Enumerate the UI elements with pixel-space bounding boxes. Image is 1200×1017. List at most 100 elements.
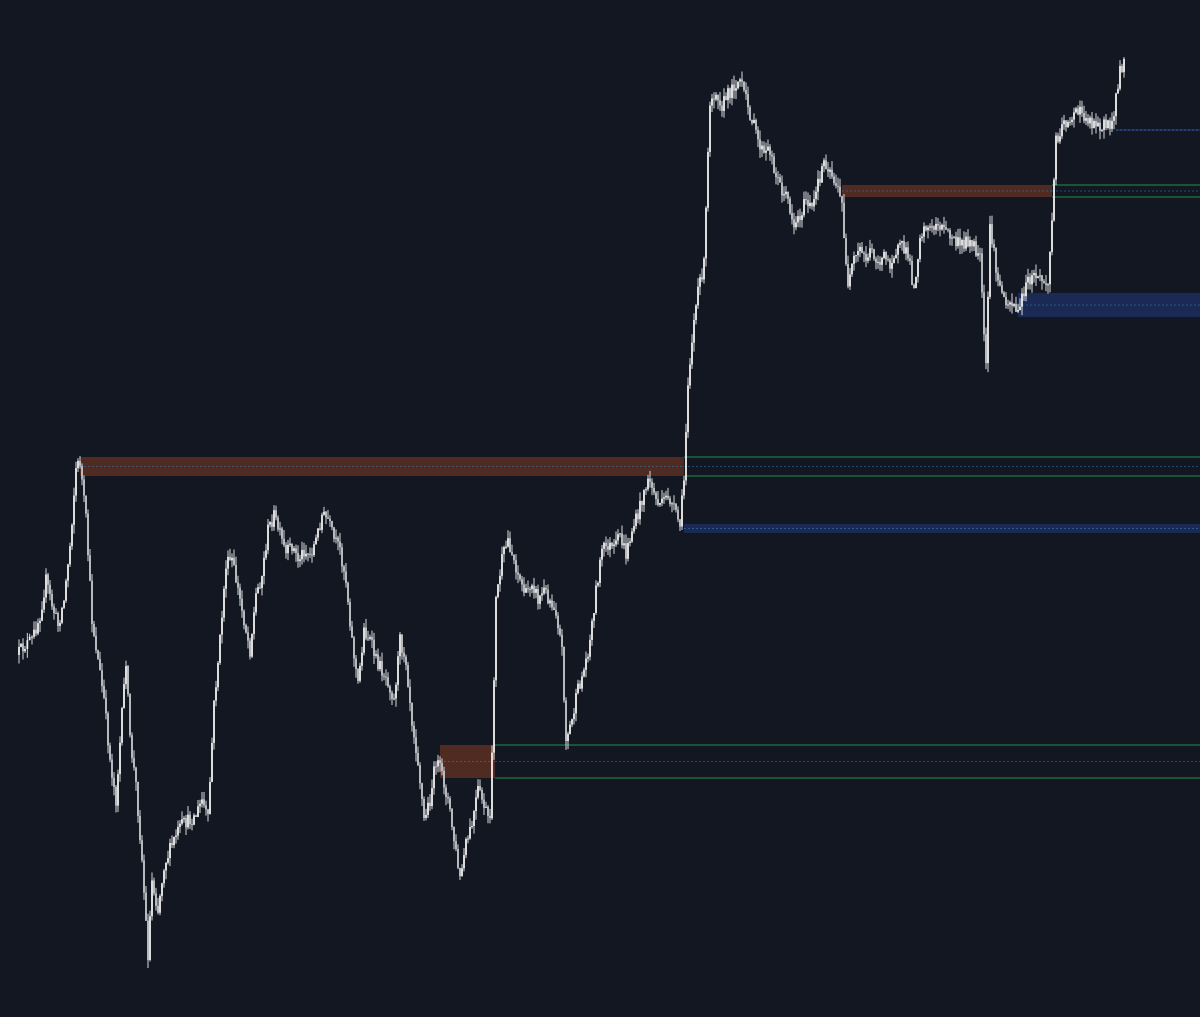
candle-body [843,202,845,239]
candle-body [851,263,853,275]
candle-body [709,105,711,152]
candle-body [345,571,347,583]
candle-body [719,100,721,106]
candle-body [619,533,621,535]
candle-body [827,169,829,172]
candle-body [959,237,961,246]
candle-body [901,241,903,243]
candle-body [1089,117,1091,124]
candle-body [839,186,841,197]
candle-body [441,763,443,771]
candle-body [57,613,59,626]
candle-body [185,818,187,828]
candle-body [1059,136,1061,142]
candle-body [869,248,871,258]
candle-body [1085,118,1087,121]
candle-body [429,802,431,807]
candle-body [475,797,477,812]
candle-body [103,685,105,698]
candle-body [893,258,895,263]
candle-body [1045,283,1047,285]
candle-body [1093,120,1095,129]
candle-body [659,503,661,505]
candle-body [821,166,823,183]
candle-body [945,227,947,230]
candle-body [287,544,289,554]
candle-body [753,119,755,124]
candle-body [241,598,243,611]
candle-body [623,543,625,546]
candle-body [355,658,357,669]
candle-body [837,185,839,187]
candle-body [735,88,737,91]
candle-body [1103,119,1105,130]
candle-body [721,105,723,111]
candle-body [307,553,309,555]
candle-body [1051,220,1053,252]
candle-body [83,479,85,496]
candle-body [761,145,763,150]
candle-body [157,905,159,913]
candle-body [375,654,377,656]
candle-body [511,552,513,555]
candle-body [363,627,365,653]
candle-body [787,191,789,199]
candle-body [173,836,175,846]
candle-body [171,843,173,846]
candle-body [503,547,505,555]
candle-body [1073,112,1075,120]
candle-body [249,640,251,657]
candle-body [1023,293,1025,297]
candle-body [909,258,911,261]
candle-body [899,242,901,245]
candle-body [111,759,113,778]
candle-body [1037,276,1039,279]
candle-body [849,274,851,287]
candle-body [935,223,937,230]
candle-body [793,219,795,228]
candle-body [113,777,115,787]
candle-body [561,634,563,647]
candle-body [961,239,963,246]
candle-body [271,522,273,527]
candle-body [143,860,145,893]
candle-body [445,787,447,797]
candle-body [717,94,719,101]
candle-body [549,600,551,604]
candle-body [319,528,321,530]
candle-body [927,227,929,231]
candle-body [289,543,291,545]
candle-body [949,230,951,239]
candle-body [897,244,899,255]
candle-body [61,607,63,623]
candle-body [993,244,995,249]
candle-body [833,176,835,184]
candle-body [923,226,925,237]
candle-body [645,489,647,491]
candle-body [531,585,533,590]
candle-body [79,460,81,467]
candle-body [877,261,879,263]
candle-body [1011,302,1013,306]
candle-body [33,629,35,637]
candle-body [129,694,131,736]
candle-body [323,511,325,515]
candle-body [147,920,149,961]
candle-body [105,697,107,714]
candle-body [603,542,605,549]
candle-body [933,226,935,230]
candle-body [151,880,153,917]
candle-body [1041,275,1043,282]
candle-body [407,665,409,687]
candle-body [419,765,421,784]
candle-body [775,172,777,178]
candle-body [1109,120,1111,129]
candle-body [447,796,449,799]
candle-body [501,554,503,576]
candle-body [451,809,453,827]
candle-body [389,686,391,693]
candle-body [885,251,887,260]
candle-body [145,892,147,921]
candle-body [591,620,593,640]
candle-body [1017,309,1019,312]
